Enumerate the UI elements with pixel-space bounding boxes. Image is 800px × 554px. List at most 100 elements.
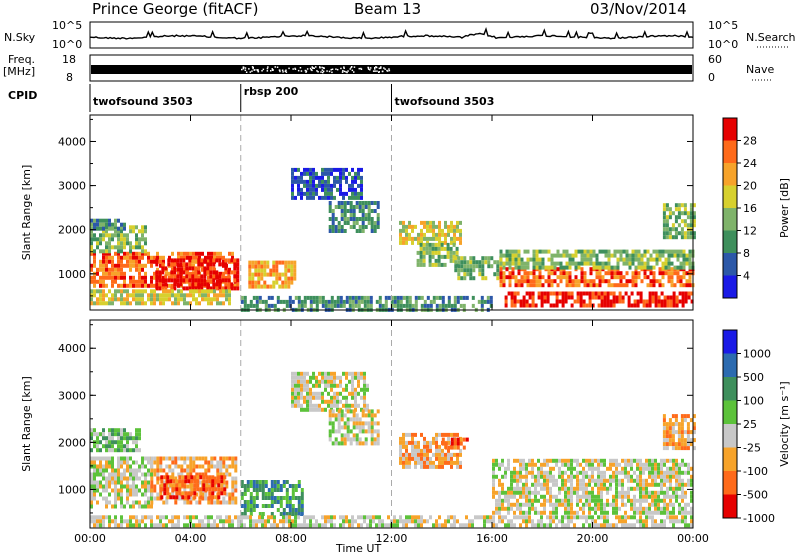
- data-cell: [510, 519, 513, 524]
- data-cell: [625, 257, 629, 262]
- data-cell: [474, 515, 477, 520]
- data-cell: [396, 295, 400, 300]
- data-cell: [206, 266, 210, 271]
- data-cell: [349, 209, 353, 213]
- data-cell: [680, 414, 684, 419]
- data-cell: [546, 474, 549, 479]
- data-cell: [105, 275, 108, 280]
- data-cell: [261, 504, 265, 508]
- data-cell: [510, 523, 513, 528]
- data-cell: [135, 472, 138, 477]
- data-cell: [637, 275, 641, 280]
- data-cell: [594, 523, 597, 528]
- data-cell: [328, 421, 332, 426]
- data-cell: [550, 279, 554, 284]
- data-cell: [126, 488, 129, 493]
- data-cell: [135, 484, 138, 489]
- data-cell: [192, 289, 195, 294]
- data-cell: [321, 395, 324, 400]
- data-cell: [505, 257, 509, 262]
- data-cell: [501, 490, 504, 495]
- data-cell: [120, 432, 123, 437]
- data-cell: [196, 487, 200, 492]
- data-cell: [204, 460, 208, 465]
- data-cell: [588, 506, 591, 511]
- data-cell: [642, 506, 645, 511]
- data-cell: [190, 491, 194, 496]
- data-cell: [99, 301, 102, 306]
- data-cell: [651, 510, 654, 515]
- data-cell: [147, 297, 150, 302]
- data-cell: [355, 221, 359, 225]
- data-cell: [537, 519, 540, 524]
- data-cell: [523, 275, 527, 280]
- data-cell: [679, 275, 683, 280]
- data-cell: [318, 407, 321, 412]
- data-cell: [339, 187, 342, 192]
- data-cell: [300, 504, 304, 508]
- data-cell: [570, 506, 573, 511]
- data-cell: [162, 468, 166, 473]
- data-cell: [657, 506, 660, 511]
- data-cell: [303, 519, 306, 524]
- data-cell: [450, 236, 453, 241]
- data-cell: [328, 205, 332, 209]
- freq-speckle-dot: [281, 69, 284, 71]
- data-cell: [348, 195, 351, 200]
- data-cell: [315, 299, 319, 304]
- data-cell: [642, 470, 645, 475]
- data-cell: [228, 267, 231, 272]
- data-cell: [155, 274, 159, 279]
- data-cell: [231, 460, 235, 465]
- data-cell: [674, 418, 678, 423]
- data-cell: [269, 268, 273, 273]
- data-cell: [291, 508, 295, 512]
- data-cell: [677, 215, 681, 220]
- data-cell: [567, 295, 571, 300]
- data-cell: [504, 498, 507, 503]
- data-cell: [612, 470, 615, 475]
- data-cell: [279, 299, 283, 304]
- data-cell: [357, 171, 360, 176]
- data-cell: [225, 484, 229, 489]
- data-cell: [284, 284, 288, 289]
- data-cell: [150, 289, 153, 294]
- data-cell: [186, 301, 189, 306]
- data-cell: [642, 494, 645, 499]
- data-cell: [300, 391, 303, 396]
- data-cell: [272, 284, 276, 289]
- data-cell: [585, 519, 588, 524]
- data-cell: [519, 458, 522, 463]
- data-cell: [495, 502, 498, 507]
- data-cell: [309, 395, 312, 400]
- data-cell: [673, 253, 677, 258]
- data-cell: [117, 255, 120, 260]
- data-cell: [105, 267, 108, 272]
- freq-speckle-dot: [257, 70, 259, 73]
- data-cell: [444, 303, 448, 308]
- data-cell: [224, 270, 228, 275]
- data-cell: [682, 257, 686, 262]
- data-cell: [643, 253, 647, 258]
- data-cell: [417, 452, 420, 457]
- data-cell: [123, 283, 126, 288]
- data-cell: [318, 379, 321, 384]
- freq-speckle-dot: [384, 68, 386, 70]
- data-cell: [300, 523, 303, 528]
- data-cell: [552, 510, 555, 515]
- data-cell: [672, 502, 675, 507]
- data-cell: [508, 261, 512, 266]
- data-cell: [351, 515, 354, 520]
- freq-speckle-dot: [388, 68, 390, 70]
- data-cell: [484, 276, 488, 281]
- data-cell: [519, 470, 522, 475]
- data-cell: [93, 218, 96, 223]
- data-cell: [210, 289, 213, 294]
- data-cell: [126, 283, 129, 288]
- data-cell: [117, 251, 120, 256]
- data-cell: [202, 483, 206, 488]
- data-cell: [432, 464, 435, 469]
- data-cell: [189, 464, 193, 469]
- data-cell: [90, 496, 93, 501]
- data-cell: [402, 440, 405, 445]
